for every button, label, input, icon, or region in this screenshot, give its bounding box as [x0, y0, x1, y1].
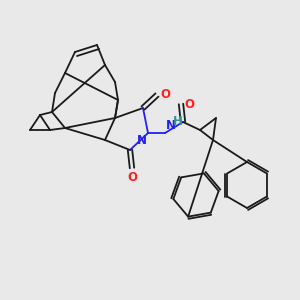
Text: N: N [166, 119, 176, 132]
Text: N: N [137, 134, 147, 147]
Text: O: O [160, 88, 170, 101]
Text: H: H [173, 115, 183, 128]
Text: O: O [184, 98, 194, 110]
Text: O: O [127, 171, 137, 184]
